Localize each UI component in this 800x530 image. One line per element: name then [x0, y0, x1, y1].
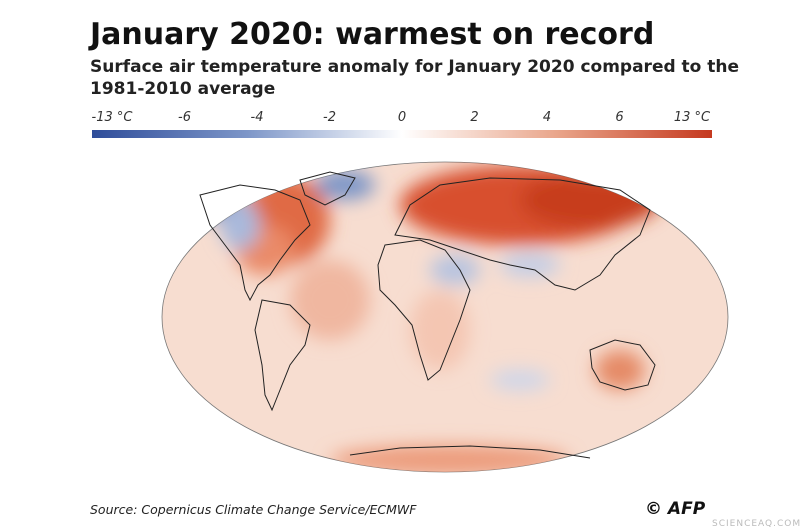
- watermark: SCIENCEAQ.COM: [712, 519, 800, 529]
- subtitle-line: 1981-2010 average: [90, 79, 275, 99]
- color-legend: -13 °C -6 -4 -2 0 2 4 6 13 °C: [92, 110, 712, 138]
- legend-label: 0: [398, 110, 406, 125]
- source: Source: Copernicus Climate Change Servic…: [90, 502, 417, 517]
- legend-label: 6: [615, 110, 623, 125]
- legend-label: -13 °C: [92, 110, 134, 125]
- subtitle-line: Surface air temperature anomaly for Janu…: [90, 57, 739, 77]
- world-map: [161, 161, 729, 473]
- legend-label: -4: [251, 110, 264, 125]
- legend-label: -6: [178, 110, 191, 125]
- legend-label: 2: [470, 110, 478, 125]
- color-bar: [92, 130, 712, 138]
- coastlines: [199, 171, 656, 459]
- legend-label: 13 °C: [674, 110, 711, 125]
- legend-label: -2: [323, 110, 336, 125]
- title: January 2020: warmest on record: [88, 17, 654, 52]
- legend-label: 4: [543, 110, 551, 125]
- credit-logo: © AFP: [645, 499, 706, 519]
